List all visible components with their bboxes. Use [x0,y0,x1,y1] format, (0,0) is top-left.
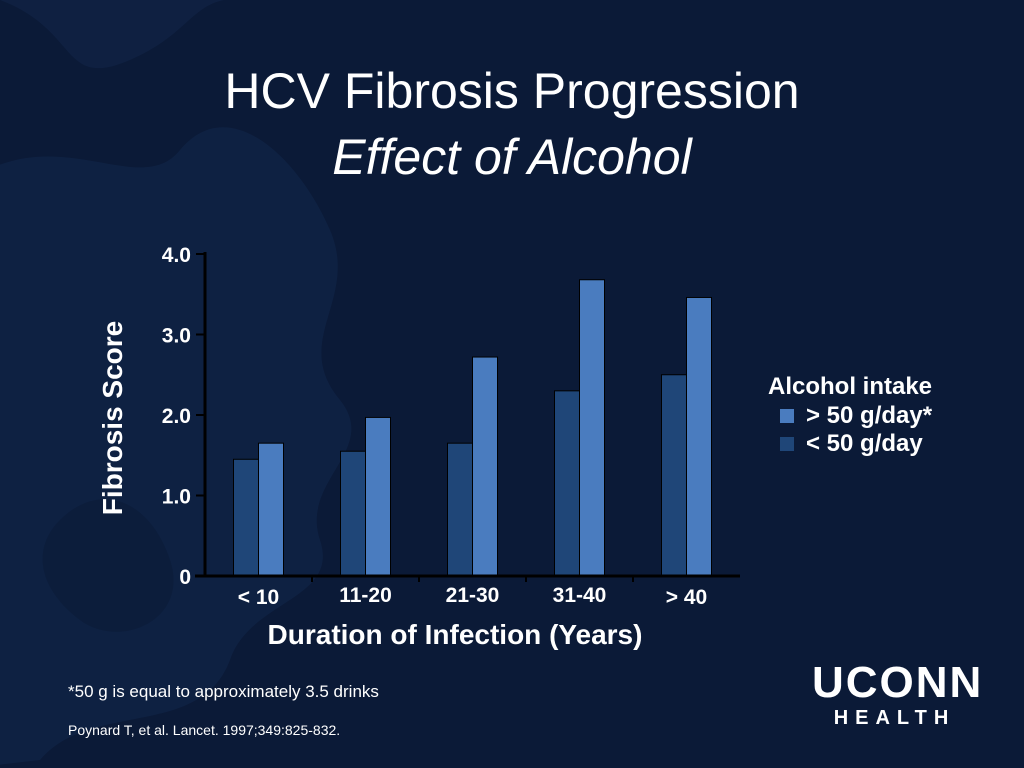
x-axis-ticks: < 10 11-20 21-30 31-40 > 40 [238,576,707,609]
legend-swatch-low [780,437,794,451]
legend-title: Alcohol intake [768,373,933,400]
chart-legend: Alcohol intake > 50 g/day* < 50 g/day [768,372,932,458]
y-tick-label: 2.0 [162,405,191,428]
slide-subtitle: Effect of Alcohol [332,129,692,185]
legend-label-low: < 50 g/day [806,430,923,457]
bar-high-alcohol [472,356,498,577]
legend-item-low: < 50 g/day [780,430,932,458]
bar-high-alcohol [365,416,391,577]
bar-low-alcohol [340,450,366,577]
legend-swatch-high [780,409,794,423]
x-tick-label: 11-20 [339,584,392,607]
bar-low-alcohol [661,374,687,577]
bar-high-alcohol [579,279,605,577]
bar-high-alcohol [258,442,284,577]
y-tick-label: 1.0 [162,486,191,509]
y-tick-label: 3.0 [162,325,191,348]
x-axis-label: Duration of Infection (Years) [268,619,643,650]
y-axis-label: Fibrosis Score [97,321,128,516]
citation: Poynard T, et al. Lancet. 1997;349:825-8… [68,722,341,738]
bars-group [233,279,712,577]
legend-item-high: > 50 g/day* [780,402,932,430]
uconn-health-logo: UCONN HEALTH [812,658,984,730]
y-axis-ticks: 0 1.0 2.0 3.0 4.0 [162,244,205,589]
y-tick-label: 0 [179,566,191,589]
x-tick-label: > 40 [666,586,707,609]
legend-label-high: > 50 g/day* [806,402,933,429]
footnote: *50 g is equal to approximately 3.5 drin… [68,682,379,701]
bar-low-alcohol [554,390,580,577]
x-tick-label: 31-40 [553,584,607,607]
slide-title: HCV Fibrosis Progression [224,63,800,119]
bar-low-alcohol [233,458,259,577]
bar-high-alcohol [686,296,712,577]
bar-low-alcohol [447,442,473,577]
y-tick-label: 4.0 [162,244,191,267]
x-tick-label: 21-30 [446,584,500,607]
logo-uconn-text: UCONN [812,658,984,707]
logo-health-text: HEALTH [833,707,956,729]
x-tick-label: < 10 [238,586,279,609]
